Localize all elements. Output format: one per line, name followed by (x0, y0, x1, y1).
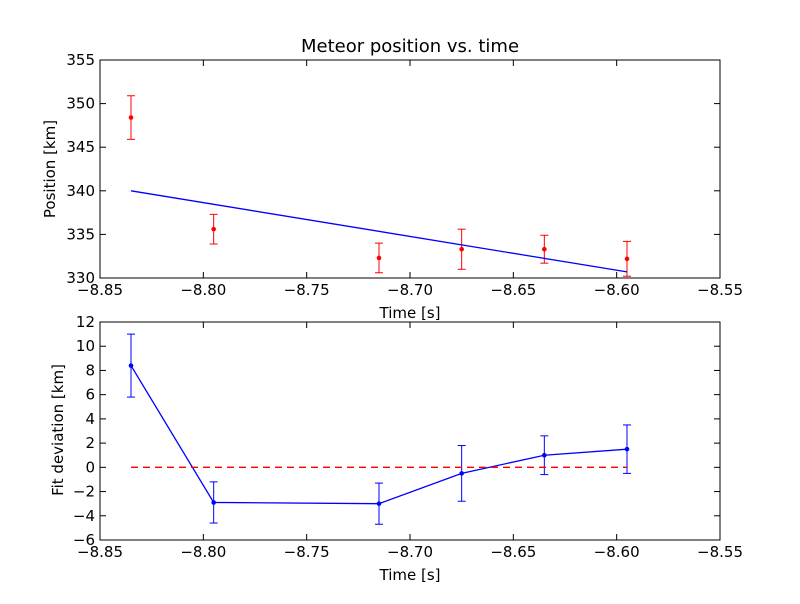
x-tick-label: −8.80 (180, 543, 226, 561)
y-tick-label: 2 (85, 434, 95, 452)
data-point (542, 452, 547, 458)
position-plot: Meteor position vs. time Time [s] Positi… (41, 36, 743, 322)
y-tick-label: 345 (66, 138, 95, 156)
y-tick-label: −6 (73, 531, 95, 549)
x-tick-label: −8.55 (697, 281, 743, 299)
data-point (624, 256, 630, 262)
x-tick-label: −8.75 (284, 543, 330, 561)
y-tick-label: 0 (85, 458, 95, 476)
y-tick-label: 330 (66, 269, 95, 287)
x-tick-label: −8.60 (594, 281, 640, 299)
x-tick-label: −8.65 (490, 543, 536, 561)
y-tick-label: 8 (85, 361, 95, 379)
deviation-line (130, 365, 628, 505)
x-axis-label: Time [s] (379, 566, 441, 584)
y-tick-label: 335 (66, 225, 95, 243)
plot-frame (99, 59, 721, 279)
data-point (376, 501, 382, 506)
y-tick-label: −2 (73, 483, 95, 501)
x-tick-label: −8.70 (387, 543, 433, 561)
x-axis-label: Time [s] (379, 304, 441, 322)
chart-title: Meteor position vs. time (301, 36, 519, 57)
data-point (624, 446, 630, 452)
y-axis-label: Fit deviation [km] (49, 364, 67, 496)
position-ticks: −8.85 −8.80 −8.75 −8.70 −8.65 −8.60 −8.55 330 33… (66, 51, 743, 299)
y-tick-label: 4 (85, 410, 95, 428)
y-tick-label: 340 (66, 182, 95, 200)
x-tick-label: −8.65 (490, 281, 536, 299)
data-point (128, 363, 134, 368)
y-tick-label: 10 (76, 337, 95, 355)
y-tick-label: 350 (66, 95, 95, 113)
data-point (459, 246, 464, 252)
deviation-plot: Time [s] Fit deviation [km] −8.85 −8.80 −8… (49, 313, 743, 584)
y-tick-label: −4 (73, 507, 95, 525)
data-point (542, 246, 547, 252)
x-tick-label: −8.85 (77, 281, 123, 299)
y-tick-label: 355 (66, 51, 95, 69)
x-tick-label: −8.70 (387, 281, 433, 299)
x-tick-label: −8.80 (180, 281, 226, 299)
y-tick-label: 12 (76, 313, 95, 331)
x-tick-label: −8.60 (594, 543, 640, 561)
position-marks (127, 95, 631, 277)
data-point (376, 255, 382, 261)
plot-frame (99, 321, 721, 541)
data-point (211, 226, 216, 232)
y-tick-label: 6 (85, 386, 95, 404)
data-point (211, 500, 216, 505)
deviation-marks (127, 333, 631, 525)
x-tick-label: −8.55 (697, 543, 743, 561)
x-tick-label: −8.75 (284, 281, 330, 299)
x-tick-label: −8.85 (77, 543, 123, 561)
data-point (128, 115, 134, 120)
fit-line (130, 190, 628, 273)
y-axis-label: Position [km] (41, 120, 59, 218)
data-point (459, 471, 464, 476)
